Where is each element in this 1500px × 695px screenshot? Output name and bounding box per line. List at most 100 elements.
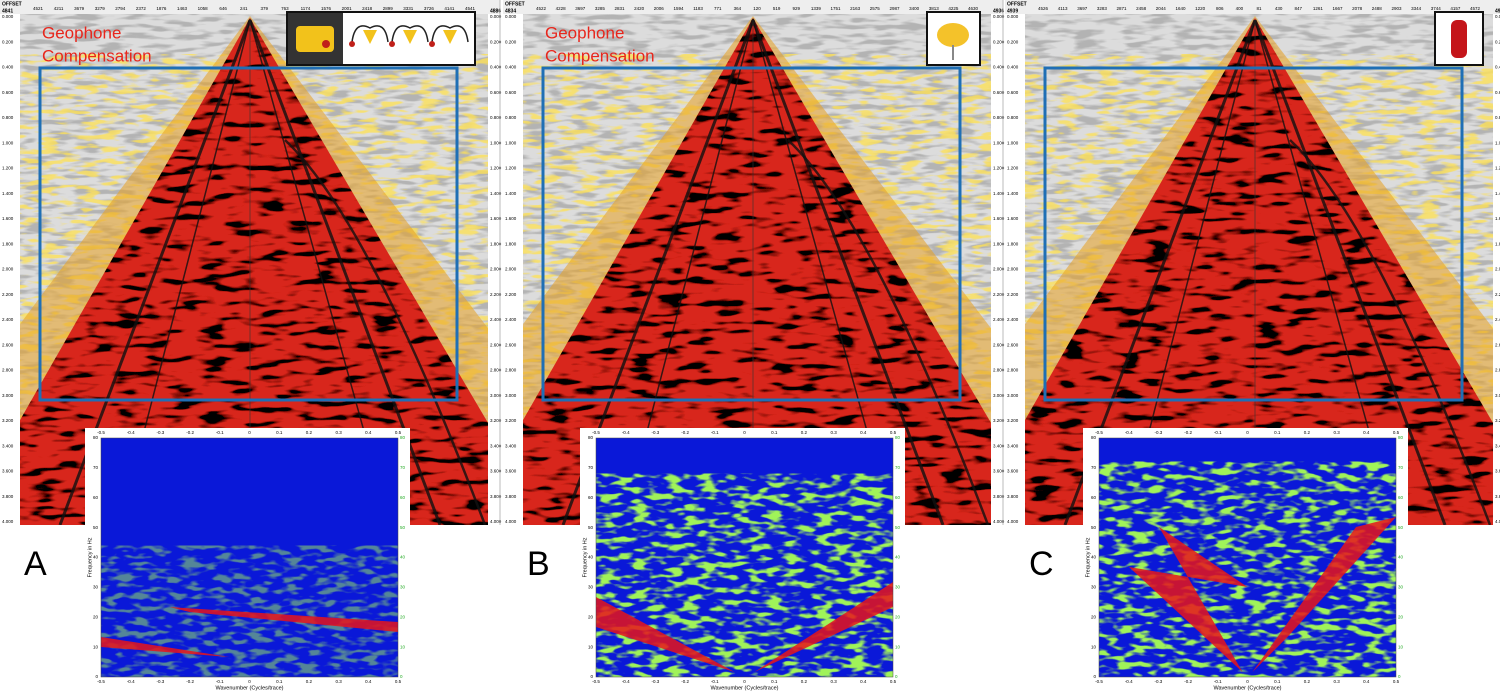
offset-label: 379 [261, 6, 269, 11]
spectrum-frame [1098, 437, 1397, 678]
y-tick-label: 0 [1093, 674, 1096, 679]
time-label: 1.000 [505, 140, 517, 145]
time-label: 0.800 [490, 115, 502, 120]
time-label: 3.400 [2, 443, 14, 448]
y-tick-label: 20 [1398, 614, 1404, 619]
time-label: 2.400 [490, 317, 502, 322]
x-tick-label: 0.3 [1333, 430, 1340, 435]
geophone-icons [286, 11, 476, 66]
x-tick-label: -0.4 [622, 679, 630, 684]
y-tick-label: 40 [93, 555, 99, 560]
x-tick-label: -0.2 [1184, 430, 1192, 435]
y-tick-label: 30 [1398, 585, 1404, 590]
sensor-icon [1434, 11, 1484, 66]
x-tick-label: 0.1 [1274, 430, 1281, 435]
x-tick-label: -0.1 [216, 679, 224, 684]
y-tick-label: 20 [588, 614, 594, 619]
time-label: 2.600 [505, 342, 517, 347]
time-label: 4.000 [1495, 519, 1500, 524]
spectrum-frame [595, 437, 894, 678]
time-label: 1.000 [1495, 140, 1500, 145]
offset-label: 120 [753, 6, 761, 11]
time-label: 1.000 [993, 140, 1005, 145]
y-tick-label: 0 [590, 674, 593, 679]
time-label: 2.200 [1007, 292, 1019, 297]
time-label: 3.000 [1007, 393, 1019, 398]
time-label: 1.000 [1007, 140, 1019, 145]
time-label: 3.800 [505, 494, 517, 499]
time-label: 1.800 [993, 241, 1005, 246]
x-tick-label: -0.4 [1125, 430, 1133, 435]
x-tick-label: 0.5 [890, 430, 897, 435]
offset-label: 806 [1216, 6, 1224, 11]
connector [429, 41, 435, 47]
time-label: 2.000 [993, 267, 1005, 272]
time-label: 1.000 [2, 140, 14, 145]
offset-label: 1261 [1313, 6, 1324, 11]
analysis-window [541, 66, 962, 402]
time-label: 0.800 [505, 115, 517, 120]
time-label: 1.400 [2, 191, 14, 196]
offset-label: 1058 [198, 6, 209, 11]
offset-label: 1220 [1195, 6, 1206, 11]
y-tick-label: 40 [1091, 555, 1097, 560]
geophone [403, 30, 417, 44]
time-label: 1.200 [490, 166, 502, 171]
time-label: 1.400 [490, 191, 502, 196]
y-tick-label: 50 [895, 525, 901, 530]
x-tick-label: 0 [1246, 430, 1249, 435]
offset-label: 2794 [115, 6, 126, 11]
time-label: 2.200 [993, 292, 1005, 297]
cable [391, 25, 429, 43]
x-tick-label: 0.4 [365, 430, 372, 435]
offset-label: 3726 [424, 6, 435, 11]
offset-label: 1339 [811, 6, 822, 11]
y-tick-label: 70 [588, 465, 594, 470]
time-label: 2.200 [1495, 292, 1500, 297]
time-label: 1.600 [2, 216, 14, 221]
time-label: 0.200 [993, 39, 1005, 44]
time-label: 3.000 [505, 393, 517, 398]
offset-label: 2488 [1372, 6, 1383, 11]
y-axis-label: Frequency in Hz [1085, 537, 1091, 577]
time-label: 4.000 [490, 519, 502, 524]
time-label: 1.600 [1007, 216, 1019, 221]
x-tick-label: -0.5 [1095, 430, 1103, 435]
offset-label: 3697 [1077, 6, 1088, 11]
time-label: 3.000 [490, 393, 502, 398]
connector [349, 41, 355, 47]
y-tick-label: 60 [895, 495, 901, 500]
offset-label: 763 [281, 6, 289, 11]
spectrum-fan [1252, 517, 1396, 672]
time-label: 0.400 [2, 65, 14, 70]
time-label: 1.800 [490, 241, 502, 246]
offset-header: OFFSET [2, 1, 22, 7]
offset-label: 3400 [909, 6, 920, 11]
time-label: 4.000 [2, 519, 14, 524]
x-axis-label: Wavenumber (Cycles/trace) [711, 685, 779, 691]
y-tick-label: 10 [1091, 644, 1097, 649]
y-tick-label: 80 [93, 435, 99, 440]
annotation: Geophone [42, 23, 121, 42]
time-label: 3.000 [2, 393, 14, 398]
time-label: 3.400 [1495, 443, 1500, 448]
spectrum-energy [596, 473, 893, 677]
time-label: 0.600 [1495, 90, 1500, 95]
x-tick-label: -0.3 [652, 679, 660, 684]
offset-label: 364 [734, 6, 742, 11]
time-label: 2.000 [490, 267, 502, 272]
x-tick-label: 0.2 [306, 679, 313, 684]
time-label: 2.400 [993, 317, 1005, 322]
time-label: 3.200 [993, 418, 1005, 423]
time-label: 2.400 [505, 317, 517, 322]
x-tick-label: 0 [1246, 679, 1249, 684]
time-label: 1.200 [2, 166, 14, 171]
time-label: 0.600 [490, 90, 502, 95]
offset-label: 2831 [615, 6, 626, 11]
y-tick-label: 20 [1091, 614, 1097, 619]
y-tick-label: 50 [400, 525, 406, 530]
time-label: 0.000 [2, 14, 14, 19]
offset-label: 3344 [1411, 6, 1422, 11]
header-strip [0, 0, 500, 14]
x-tick-label: 0.3 [830, 430, 837, 435]
